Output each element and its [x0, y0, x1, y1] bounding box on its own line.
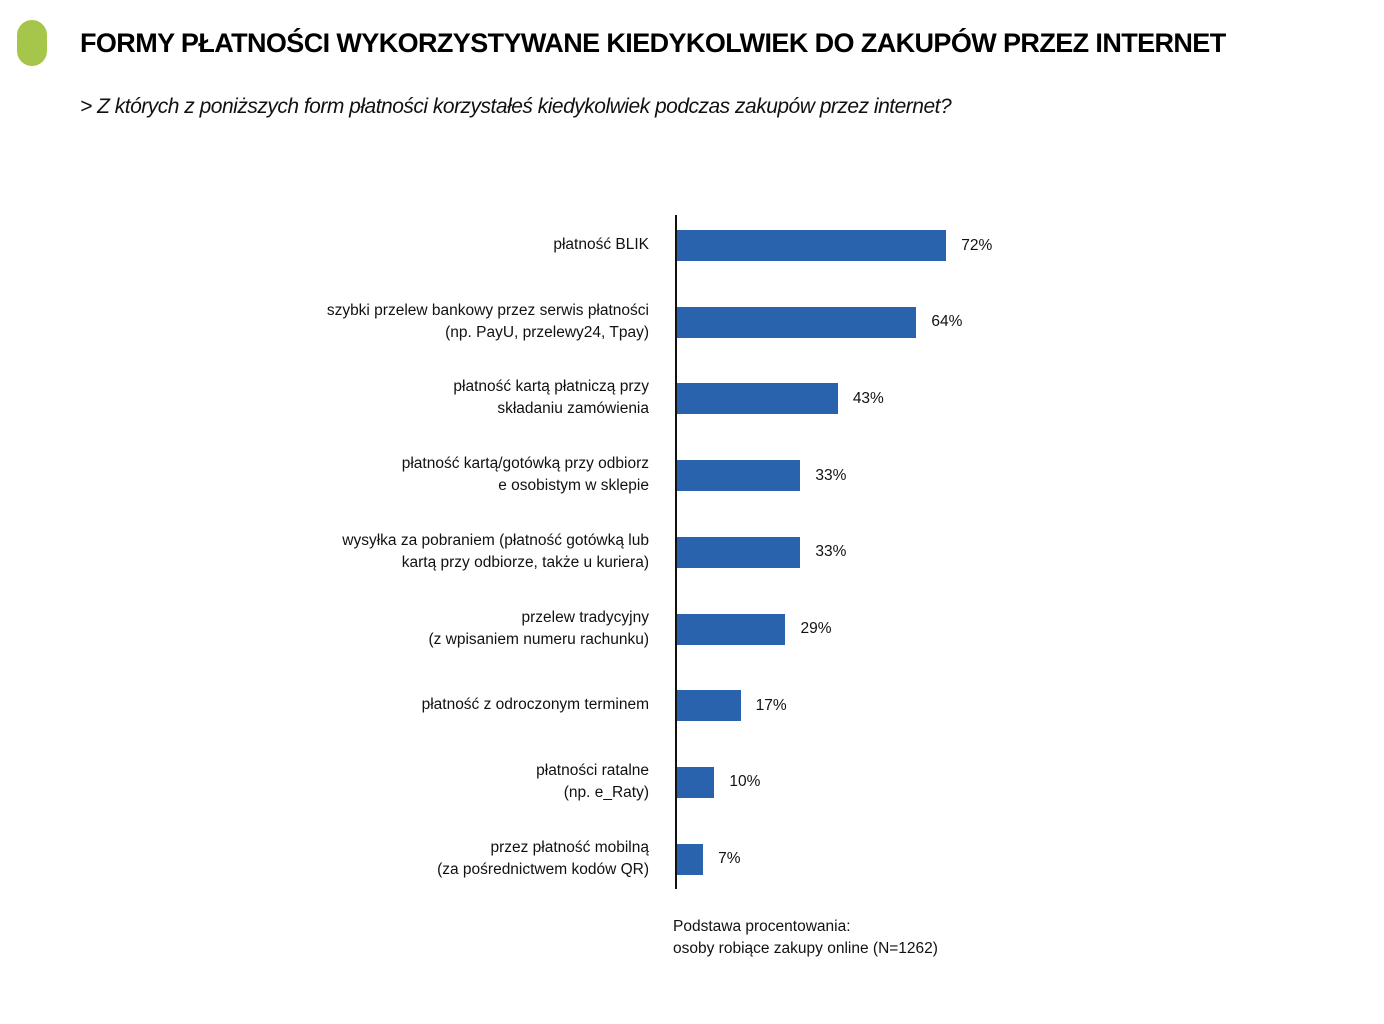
value-label: 72%	[961, 236, 993, 254]
category-label: szybki przelew bankowy przez serwis płat…	[327, 292, 649, 352]
category-label-line: wysyłka za pobraniem (płatność gotówką l…	[342, 531, 649, 549]
bar	[677, 306, 917, 338]
category-label-line: płatność kartą/gotówką przy odbiorz	[401, 455, 649, 473]
value-label: 33%	[815, 543, 847, 561]
value-label: 7%	[718, 850, 741, 868]
category-label: wysyłka za pobraniem (płatność gotówką l…	[342, 522, 649, 582]
category-label-line: przelew tradycyjny	[521, 608, 650, 626]
chart-row: szybki przelew bankowy przez serwis płat…	[0, 292, 1384, 352]
category-label-line: płatność kartą płatniczą przy	[453, 378, 649, 396]
category-label: płatność kartą płatniczą przy składaniu z…	[453, 368, 649, 428]
category-label: płatności ratalne (np. e_Raty)	[536, 752, 649, 812]
value-label: 10%	[729, 773, 761, 791]
bar	[677, 843, 704, 875]
category-label: przelew tradycyjny (z wpisaniem numeru ra…	[428, 599, 649, 659]
chart-row: płatność kartą płatniczą przy składaniu z…	[0, 368, 1384, 428]
chart-row: wysyłka za pobraniem (płatność gotówką l…	[0, 522, 1384, 582]
bar	[677, 230, 947, 261]
chart-row: przez płatność mobilną (za pośrednictwem …	[0, 829, 1384, 889]
bar	[677, 383, 838, 415]
footnote-line-2: osoby robiące zakupy online (N=1262)	[673, 940, 938, 957]
chart-subtitle: > Z których z poniższych form płatności …	[80, 95, 952, 118]
chart-title: FORMY PŁATNOŚCI WYKORZYSTYWANE KIEDYKOLW…	[80, 28, 1226, 58]
category-label: przez płatność mobilną (za pośrednictwem …	[437, 829, 649, 889]
footnote-line-1: Podstawa procentowania:	[673, 918, 851, 935]
chart-row: płatność kartą/gotówką przy odbiorz e oso…	[0, 445, 1384, 505]
value-label: 64%	[931, 313, 963, 331]
category-label-line: (za pośrednictwem kodów QR)	[437, 860, 649, 878]
category-label-line: szybki przelew bankowy przez serwis płat…	[326, 301, 649, 319]
category-label-line: (z wpisaniem numeru rachunku)	[428, 630, 649, 648]
value-label: 43%	[852, 389, 884, 407]
chart-row: płatności ratalne (np. e_Raty) 10%	[0, 752, 1384, 812]
category-label: płatność kartą/gotówką przy odbiorz e oso…	[402, 445, 649, 505]
chart-row: płatność z odroczonym terminem 17%	[0, 675, 1384, 735]
bar	[677, 536, 801, 568]
bar	[677, 613, 786, 645]
category-label-line: składaniu zamówienia	[497, 400, 649, 418]
value-label: 29%	[800, 620, 832, 637]
category-label-line: płatności ratalne	[536, 761, 649, 779]
category-label-line: e osobistym w sklepie	[498, 477, 649, 495]
footnote: Podstawa procentowania: osoby robiące za…	[673, 916, 938, 960]
category-label-line: (np. PayU, przelewy24, Tpay)	[445, 323, 649, 341]
category-label-line: płatność BLIK	[553, 236, 649, 253]
bar	[677, 766, 715, 798]
chart-row: płatność BLIK 72%	[0, 215, 1384, 275]
accent-pill-icon	[17, 20, 47, 66]
category-label-line: płatność z odroczonym terminem	[421, 696, 649, 714]
value-label: 17%	[755, 696, 787, 714]
category-label-line: przez płatność mobilną	[490, 838, 649, 856]
category-label-line: (np. e_Raty)	[563, 783, 649, 801]
value-label: 33%	[815, 466, 847, 484]
category-label: płatność z odroczonym terminem	[422, 675, 649, 735]
category-label: płatność BLIK	[553, 215, 649, 275]
bar	[677, 460, 801, 492]
bar	[677, 690, 741, 722]
y-axis-line	[675, 215, 677, 889]
chart-row: przelew tradycyjny (z wpisaniem numeru ra…	[0, 599, 1384, 659]
category-label-line: kartą przy odbiorze, także u kuriera)	[401, 553, 649, 571]
